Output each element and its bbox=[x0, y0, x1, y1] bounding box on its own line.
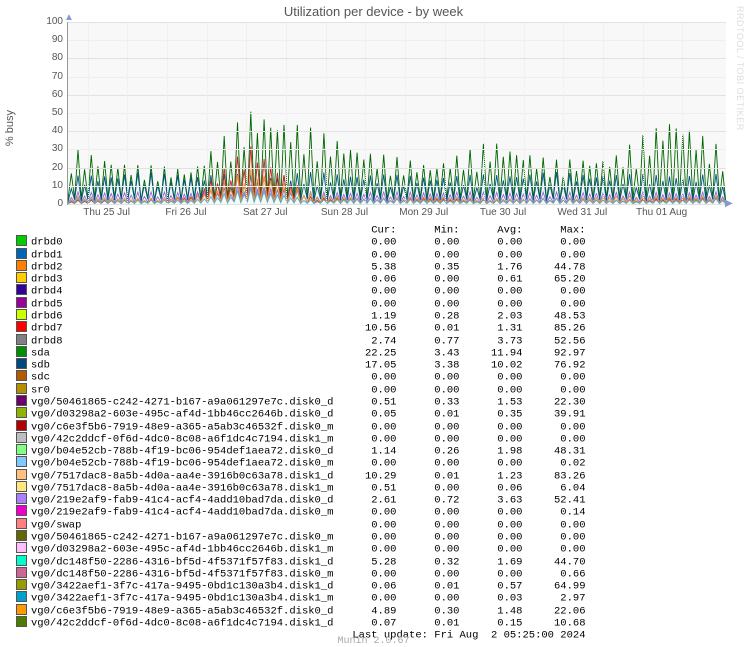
x-tick: Fri 26 Jul bbox=[165, 207, 206, 218]
legend-row: vg0/dc148f50-2286-4316-bf5d-4f5371f57f83… bbox=[16, 568, 586, 580]
legend-swatch bbox=[16, 346, 27, 357]
legend-row: vg0/c6e3f5b6-7919-48e9-a365-a5ab3c46532f… bbox=[16, 421, 586, 433]
legend-row: drbd7 10.56 0.01 1.31 85.26 bbox=[16, 322, 586, 334]
x-tick: Wed 31 Jul bbox=[557, 207, 607, 218]
legend-swatch bbox=[16, 444, 27, 455]
x-tick: Thu 25 Jul bbox=[83, 207, 130, 218]
legend-swatch bbox=[16, 395, 27, 406]
legend-swatch bbox=[16, 260, 27, 271]
legend-row: vg0/219e2af9-fab9-41c4-acf4-4add10bad7da… bbox=[16, 506, 586, 518]
legend-row: vg0/50461865-c242-4271-b167-a9a061297e7c… bbox=[16, 531, 586, 543]
legend-row: vg0/50461865-c242-4271-b167-a9a061297e7c… bbox=[16, 396, 586, 408]
legend-swatch bbox=[16, 505, 27, 516]
legend-row: vg0/swap 0.00 0.00 0.00 0.00 bbox=[16, 519, 586, 531]
legend-row: drbd0 0.00 0.00 0.00 0.00 bbox=[16, 236, 586, 248]
legend-row: drbd4 0.00 0.00 0.00 0.00 bbox=[16, 285, 586, 297]
legend-swatch bbox=[16, 248, 27, 259]
legend-swatch bbox=[16, 518, 27, 529]
legend-row: sdc 0.00 0.00 0.00 0.00 bbox=[16, 371, 586, 383]
legend-swatch bbox=[16, 456, 27, 467]
y-tick: 30 bbox=[33, 143, 63, 154]
legend-swatch bbox=[16, 591, 27, 602]
legend-row: sda 22.25 3.43 11.94 92.97 bbox=[16, 347, 586, 359]
legend-row: vg0/b04e52cb-788b-4f19-bc06-954def1aea72… bbox=[16, 457, 586, 469]
legend-swatch bbox=[16, 358, 27, 369]
chart-plot-area bbox=[67, 22, 726, 205]
legend-row: vg0/7517dac8-8a5b-4d0a-aa4e-3916b0c63a78… bbox=[16, 470, 586, 482]
y-tick: 10 bbox=[33, 180, 63, 191]
legend-row: vg0/b04e52cb-788b-4f19-bc06-954def1aea72… bbox=[16, 445, 586, 457]
legend-swatch bbox=[16, 297, 27, 308]
y-tick: 100 bbox=[33, 16, 63, 27]
legend-row: vg0/7517dac8-8a5b-4d0a-aa4e-3916b0c63a78… bbox=[16, 482, 586, 494]
legend-swatch bbox=[16, 555, 27, 566]
legend-swatch bbox=[16, 530, 27, 541]
x-tick: Sat 27 Jul bbox=[243, 207, 287, 218]
legend-swatch bbox=[16, 309, 27, 320]
legend-swatch bbox=[16, 567, 27, 578]
legend-swatch bbox=[16, 235, 27, 246]
legend-swatch bbox=[16, 481, 27, 492]
legend-row: drbd1 0.00 0.00 0.00 0.00 bbox=[16, 249, 586, 261]
legend-swatch bbox=[16, 432, 27, 443]
legend-swatch bbox=[16, 321, 27, 332]
legend-swatch bbox=[16, 493, 27, 504]
legend-row: vg0/219e2af9-fab9-41c4-acf4-4add10bad7da… bbox=[16, 494, 586, 506]
legend-row: vg0/dc148f50-2286-4316-bf5d-4f5371f57f83… bbox=[16, 556, 586, 568]
legend-swatch bbox=[16, 370, 27, 381]
legend-row: drbd2 5.38 0.35 1.76 44.78 bbox=[16, 261, 586, 273]
y-axis-label: % busy bbox=[4, 110, 16, 146]
legend-swatch bbox=[16, 407, 27, 418]
legend-row: drbd8 2.74 0.77 3.73 52.56 bbox=[16, 335, 586, 347]
legend-row: vg0/3422aef1-3f7c-417a-9495-0bd1c130a3b4… bbox=[16, 592, 586, 604]
legend-row: vg0/3422aef1-3f7c-417a-9495-0bd1c130a3b4… bbox=[16, 580, 586, 592]
legend-swatch bbox=[16, 334, 27, 345]
legend-swatch bbox=[16, 469, 27, 480]
y-tick: 70 bbox=[33, 71, 63, 82]
x-tick: Tue 30 Jul bbox=[480, 207, 526, 218]
y-tick: 90 bbox=[33, 34, 63, 45]
legend-row: sdb 17.05 3.38 10.02 76.92 bbox=[16, 359, 586, 371]
legend-header: Cur: Min: Avg: Max: bbox=[16, 224, 586, 236]
x-tick: Sun 28 Jul bbox=[321, 207, 368, 218]
x-tick: Thu 01 Aug bbox=[636, 207, 687, 218]
legend-swatch bbox=[16, 383, 27, 394]
y-tick: 0 bbox=[33, 198, 63, 209]
legend-swatch bbox=[16, 542, 27, 553]
y-tick: 60 bbox=[33, 89, 63, 100]
legend-row: vg0/d03298a2-603e-495c-af4d-1bb46cc2646b… bbox=[16, 408, 586, 420]
y-tick: 50 bbox=[33, 107, 63, 118]
y-tick: 80 bbox=[33, 52, 63, 63]
legend-swatch bbox=[16, 284, 27, 295]
footer-text: Munin 2.0.67 bbox=[0, 636, 747, 647]
legend-swatch bbox=[16, 420, 27, 431]
legend-table: Cur: Min: Avg: Max:drbd0 0.00 0.00 0.00 … bbox=[16, 224, 586, 642]
legend-swatch bbox=[16, 604, 27, 615]
legend-row: vg0/42c2ddcf-0f6d-4dc0-8c08-a6f1dc4c7194… bbox=[16, 433, 586, 445]
legend-row: drbd6 1.19 0.28 2.03 48.53 bbox=[16, 310, 586, 322]
y-tick: 40 bbox=[33, 125, 63, 136]
legend-row: vg0/42c2ddcf-0f6d-4dc0-8c08-a6f1dc4c7194… bbox=[16, 617, 586, 629]
legend-swatch bbox=[16, 272, 27, 283]
legend-row: vg0/c6e3f5b6-7919-48e9-a365-a5ab3c46532f… bbox=[16, 605, 586, 617]
legend-swatch bbox=[16, 579, 27, 590]
legend-row: drbd5 0.00 0.00 0.00 0.00 bbox=[16, 298, 586, 310]
legend-row: vg0/d03298a2-603e-495c-af4d-1bb46cc2646b… bbox=[16, 543, 586, 555]
rrdtool-watermark: RRDTOOL / TOBI OETIKER bbox=[735, 6, 745, 131]
legend-swatch bbox=[16, 616, 27, 627]
legend-row: sr0 0.00 0.00 0.00 0.00 bbox=[16, 384, 586, 396]
y-tick: 20 bbox=[33, 162, 63, 173]
x-tick: Mon 29 Jul bbox=[399, 207, 448, 218]
legend-row: drbd3 0.06 0.00 0.61 65.20 bbox=[16, 273, 586, 285]
chart-title: Utilization per device - by week bbox=[0, 4, 747, 19]
